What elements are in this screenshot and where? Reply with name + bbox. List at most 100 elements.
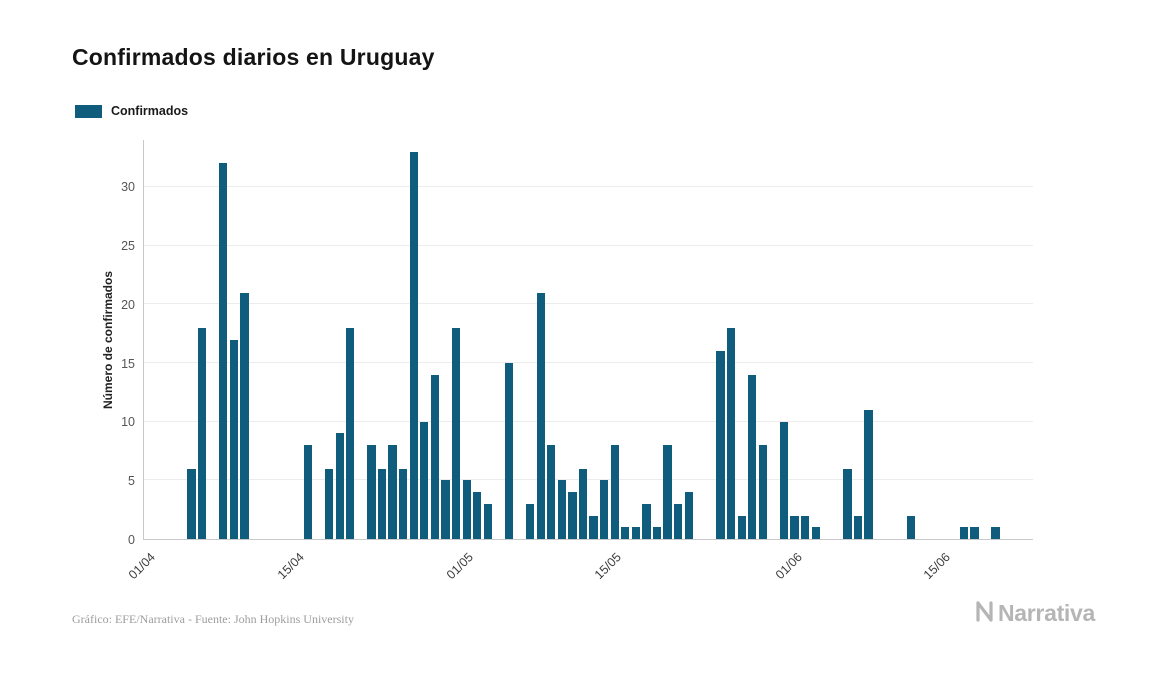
gridline <box>144 420 1033 422</box>
gridline <box>144 303 1033 305</box>
bar <box>589 515 598 539</box>
bar-slot <box>239 140 250 539</box>
bar-slot <box>832 140 843 539</box>
narrativa-logo: Narrativa <box>974 600 1095 627</box>
bar-slot <box>969 140 980 539</box>
x-tick-label: 01/06 <box>772 550 805 583</box>
bar-slot <box>779 140 790 539</box>
y-tick-label: 20 <box>121 297 135 312</box>
bar <box>843 468 852 539</box>
y-tick-label: 30 <box>121 180 135 195</box>
bar-slot <box>916 140 927 539</box>
bar-slot <box>282 140 293 539</box>
bar <box>621 527 630 539</box>
bar <box>335 433 344 539</box>
bar-slot <box>377 140 388 539</box>
bar-slot <box>927 140 938 539</box>
bar-slot <box>789 140 800 539</box>
bar-slot <box>863 140 874 539</box>
bar <box>409 151 418 539</box>
bar <box>388 445 397 539</box>
bar <box>346 327 355 539</box>
bar <box>674 503 683 539</box>
bar <box>451 327 461 539</box>
bar-slot <box>1001 140 1012 539</box>
legend-label: Confirmados <box>111 104 189 118</box>
bar-slot <box>186 140 197 539</box>
bar <box>430 374 440 539</box>
y-tick-label: 5 <box>128 474 135 489</box>
bar-slot <box>144 140 155 539</box>
gridline <box>144 185 1033 187</box>
bar <box>229 339 239 539</box>
bar <box>991 527 1000 539</box>
bar-slot <box>493 140 504 539</box>
bar-slot <box>525 140 536 539</box>
bar-slot <box>990 140 1001 539</box>
bar-slot <box>609 140 620 539</box>
bar-slot <box>260 140 271 539</box>
bar-slot <box>324 140 335 539</box>
bar-slot <box>578 140 589 539</box>
bar-slot <box>176 140 187 539</box>
bar-slot <box>419 140 430 539</box>
bar-slot <box>948 140 959 539</box>
bar-slot <box>758 140 769 539</box>
bar <box>790 515 799 539</box>
bar <box>399 468 408 539</box>
bar-slot <box>800 140 811 539</box>
bar-slot <box>662 140 673 539</box>
bar-slot <box>937 140 948 539</box>
bar-slot <box>842 140 853 539</box>
bar <box>198 327 207 539</box>
bar-slot <box>705 140 716 539</box>
bar <box>578 468 588 539</box>
x-tick-label: 01/04 <box>126 550 159 583</box>
bar <box>684 492 693 539</box>
gridline <box>144 361 1033 363</box>
narrativa-wordmark: Narrativa <box>997 600 1095 626</box>
y-tick-label: 25 <box>121 238 135 253</box>
bar <box>610 445 619 539</box>
bar <box>240 292 249 539</box>
bar <box>779 421 789 539</box>
bar <box>367 445 376 539</box>
narrativa-icon <box>974 600 995 627</box>
bar-slot <box>451 140 462 539</box>
bar-slot <box>440 140 451 539</box>
bar-slot <box>1011 140 1022 539</box>
x-axis-ticks: 01/04 15/04 01/05 15/05 01/06 15/06 <box>126 546 1033 596</box>
bar-slot <box>1022 140 1033 539</box>
bar <box>219 163 228 539</box>
bar <box>663 445 672 539</box>
bar-slot <box>959 140 970 539</box>
bar-slot <box>853 140 864 539</box>
bar-slot <box>313 140 324 539</box>
plot-area <box>143 140 1033 540</box>
bar-slot <box>250 140 261 539</box>
bar-slot <box>334 140 345 539</box>
bar-slot <box>546 140 557 539</box>
x-tick-label: 15/05 <box>592 550 625 583</box>
x-tick-label: 01/05 <box>444 550 477 583</box>
bar <box>187 468 196 539</box>
bar-slot <box>810 140 821 539</box>
bar-slot <box>683 140 694 539</box>
bar <box>959 527 968 539</box>
bar <box>324 468 334 539</box>
bar-slot <box>588 140 599 539</box>
bar-slot <box>472 140 483 539</box>
bar <box>568 492 577 539</box>
gridline <box>144 244 1033 246</box>
bar-slot <box>768 140 779 539</box>
bar <box>420 421 429 539</box>
bar-slot <box>408 140 419 539</box>
bar-slot <box>356 140 367 539</box>
bar-slot <box>895 140 906 539</box>
bar-slot <box>906 140 917 539</box>
bar-slot <box>567 140 578 539</box>
bar-slot <box>271 140 282 539</box>
bar <box>462 480 471 539</box>
bar-slot <box>229 140 240 539</box>
